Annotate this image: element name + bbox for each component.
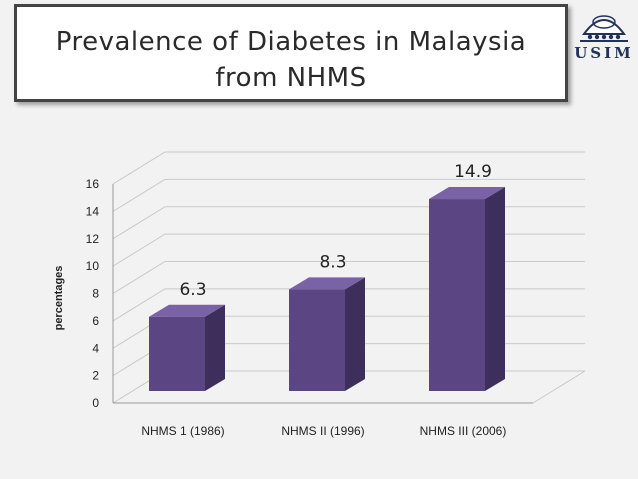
data-label: 6.3 — [179, 280, 206, 300]
usim-logo-text: USIM — [574, 44, 634, 62]
gridline — [112, 151, 585, 185]
y-tick-label: 8 — [92, 287, 99, 301]
y-tick-label: 10 — [86, 259, 100, 273]
gridline — [112, 178, 585, 212]
bar — [429, 199, 485, 391]
y-tick-label: 4 — [92, 341, 99, 355]
y-tick-label: 12 — [86, 232, 100, 246]
usim-logo: USIM — [572, 4, 636, 66]
x-tick-label: NHMS 1 (1986) — [141, 424, 224, 438]
bar-top — [289, 277, 365, 290]
y-axis-title: percentages — [53, 266, 65, 331]
floor-edge — [532, 370, 586, 404]
bar-top — [149, 304, 225, 317]
bar-side — [345, 277, 365, 391]
bar-side — [205, 304, 225, 391]
y-tick-label: 2 — [92, 369, 99, 383]
y-tick-label: 0 — [92, 396, 99, 410]
slide-title-line-1: Prevalence of Diabetes in Malaysia — [55, 27, 527, 57]
usim-logo-emblem-icon — [580, 15, 628, 42]
y-tick-label: 6 — [92, 314, 99, 328]
bar-side — [485, 187, 505, 391]
bar — [289, 289, 345, 391]
y-tick-label: 14 — [86, 204, 100, 218]
x-tick-label: NHMS II (1996) — [281, 424, 364, 438]
title-box: Prevalence of Diabetes in Malaysia from … — [14, 4, 568, 102]
slide-title-line-2: from NHMS — [215, 63, 367, 93]
bar-top — [429, 187, 505, 200]
data-label: 8.3 — [319, 252, 346, 272]
bar — [149, 316, 205, 391]
x-tick-label: NHMS III (2006) — [420, 424, 507, 438]
data-label: 14.9 — [454, 162, 492, 182]
y-tick-label: 16 — [86, 177, 100, 191]
